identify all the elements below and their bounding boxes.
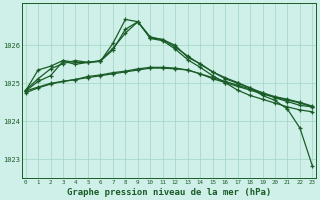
X-axis label: Graphe pression niveau de la mer (hPa): Graphe pression niveau de la mer (hPa) xyxy=(67,188,271,197)
